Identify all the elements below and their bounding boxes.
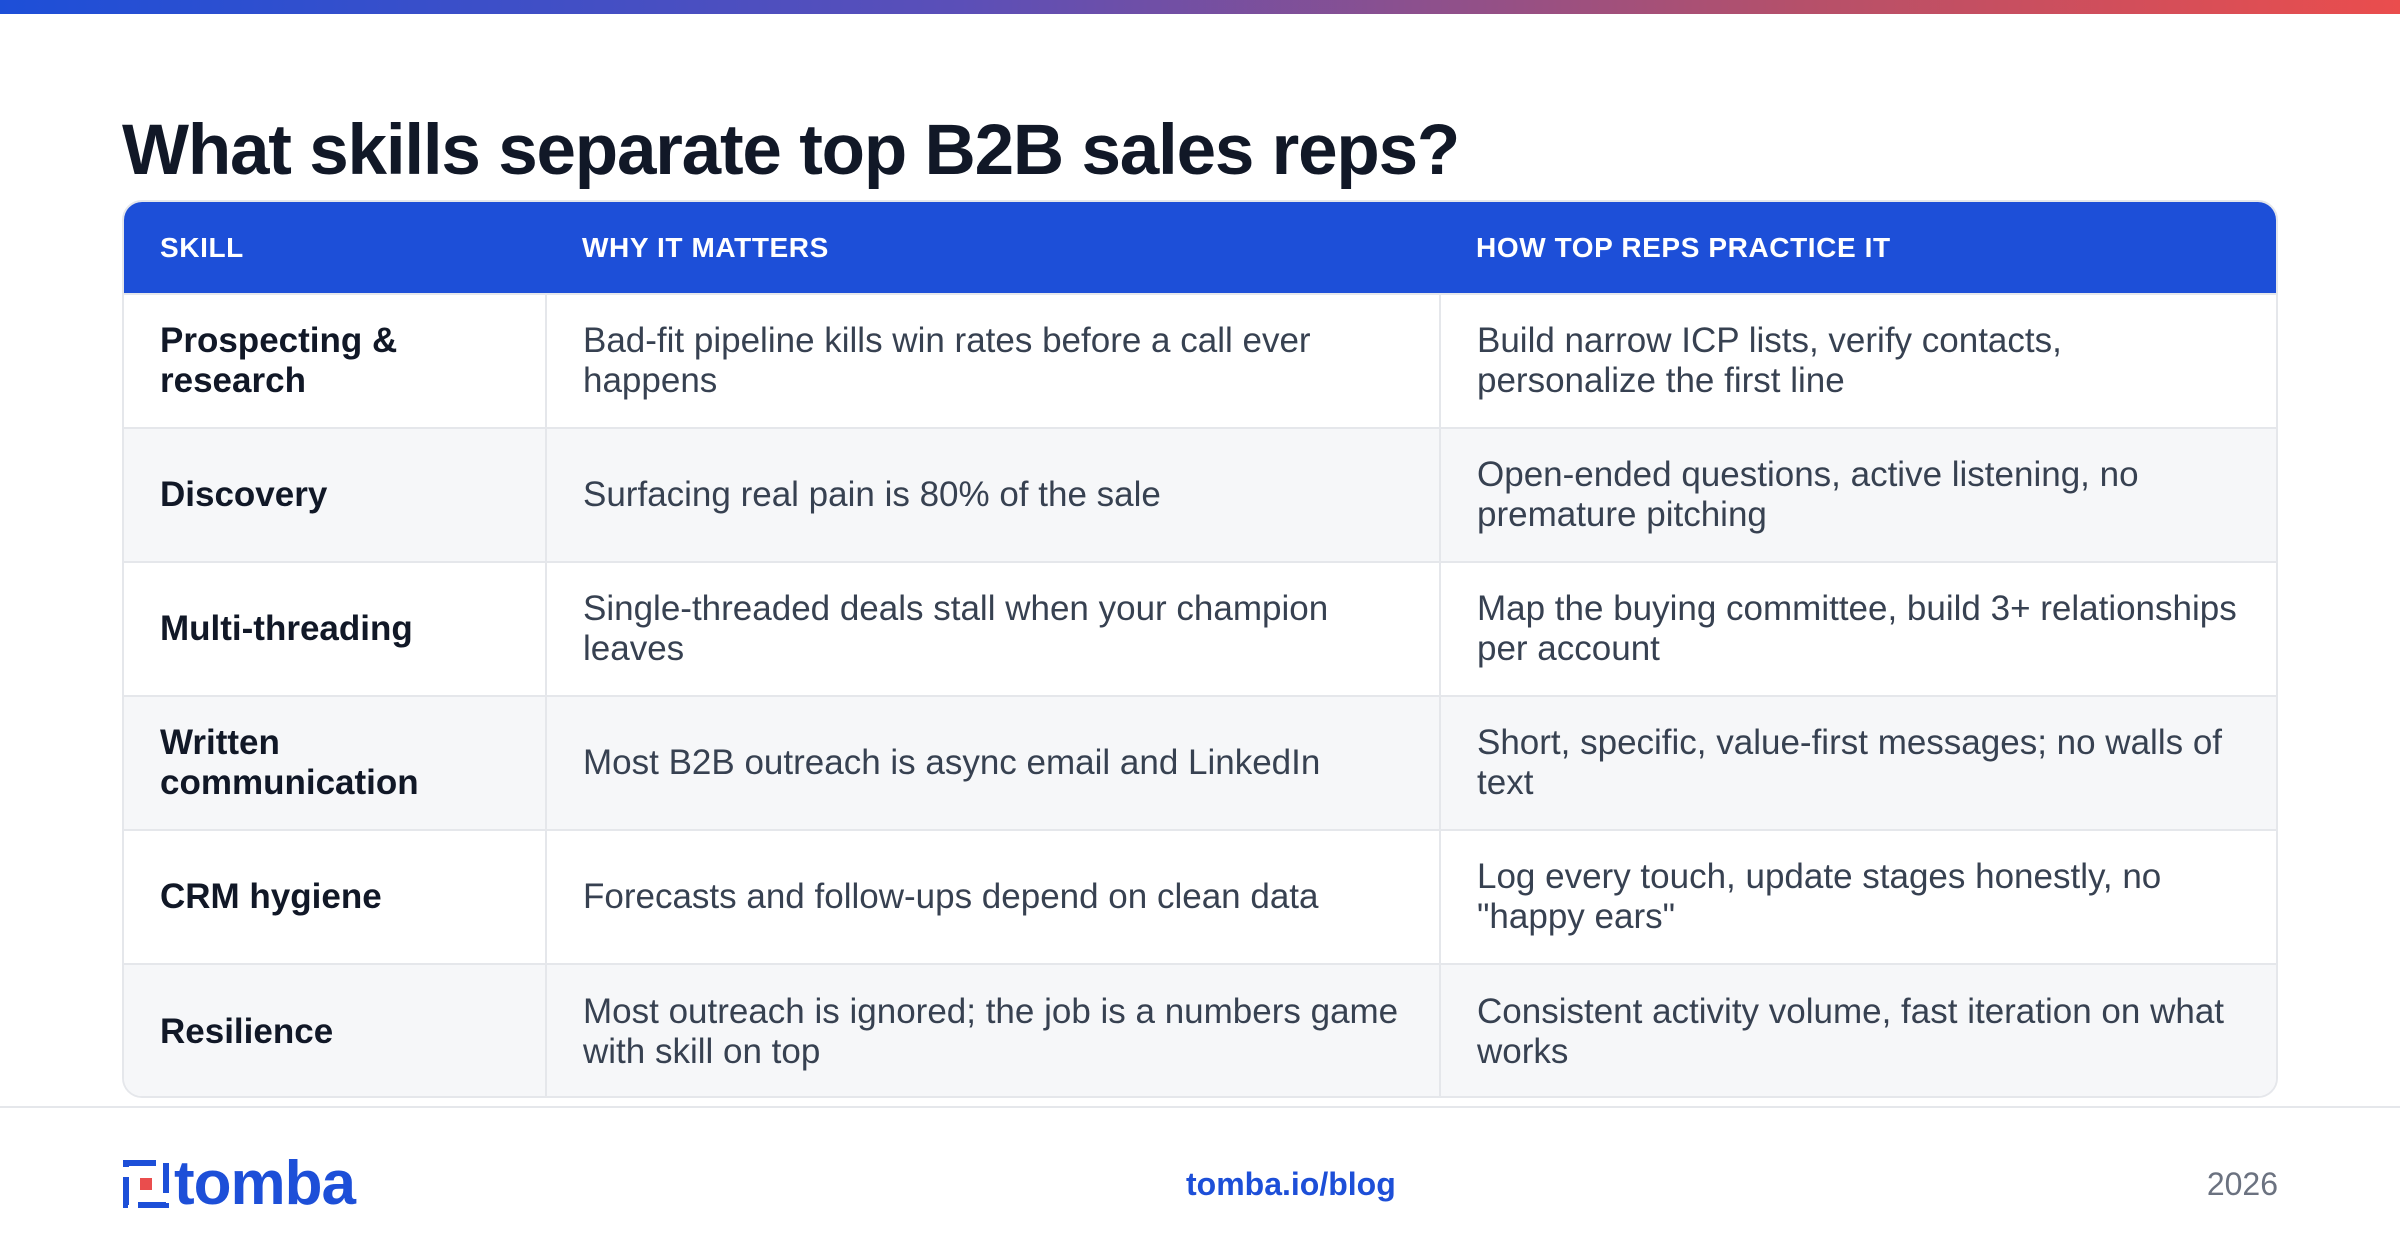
why-cell: Most outreach is ignored; the job is a n…	[545, 963, 1440, 1096]
skill-cell: Prospecting & research	[124, 293, 546, 428]
footer-year: 2026	[2206, 1166, 2278, 1202]
tomba-logo-icon	[123, 1160, 169, 1208]
logo-wordmark: tomba	[174, 1149, 356, 1218]
footer-divider	[0, 1106, 2400, 1108]
how-cell: Short, specific, value-first messages; n…	[1439, 695, 2276, 830]
column-header-skill: SKILL	[160, 231, 244, 263]
table-row: Discovery Surfacing real pain is 80% of …	[124, 427, 2276, 562]
skills-table: SKILL WHY IT MATTERS HOW TOP REPS PRACTI…	[122, 200, 2278, 1098]
skill-cell: Discovery	[124, 427, 546, 562]
how-cell: Consistent activity volume, fast iterati…	[1439, 963, 2276, 1096]
top-gradient-bar	[0, 0, 2400, 14]
why-cell: Most B2B outreach is async email and Lin…	[545, 695, 1440, 830]
tomba-logo[interactable]: tomba	[122, 1149, 356, 1218]
table-row: Multi-threading Single-threaded deals st…	[124, 561, 2276, 696]
why-cell: Bad-fit pipeline kills win rates before …	[545, 293, 1440, 428]
table-row: CRM hygiene Forecasts and follow-ups dep…	[124, 829, 2276, 964]
how-cell: Open-ended questions, active listening, …	[1439, 427, 2276, 562]
blog-link[interactable]: tomba.io/blog	[1186, 1166, 1396, 1202]
skill-cell: CRM hygiene	[124, 829, 546, 964]
table-row: Resilience Most outreach is ignored; the…	[124, 963, 2276, 1096]
skill-cell: Written communication	[124, 695, 546, 830]
table-row: Prospecting & research Bad-fit pipeline …	[124, 293, 2276, 428]
table-row: Written communication Most B2B outreach …	[124, 695, 2276, 830]
page-title: What skills separate top B2B sales reps?	[122, 111, 1460, 190]
how-cell: Build narrow ICP lists, verify contacts,…	[1439, 293, 2276, 428]
how-cell: Map the buying committee, build 3+ relat…	[1439, 561, 2276, 696]
skill-cell: Resilience	[124, 963, 546, 1096]
table-header-row: SKILL WHY IT MATTERS HOW TOP REPS PRACTI…	[124, 202, 2276, 294]
skill-cell: Multi-threading	[124, 561, 546, 696]
column-header-why: WHY IT MATTERS	[582, 231, 829, 263]
column-header-how: HOW TOP REPS PRACTICE IT	[1476, 231, 1891, 263]
why-cell: Forecasts and follow-ups depend on clean…	[545, 829, 1440, 964]
why-cell: Surfacing real pain is 80% of the sale	[545, 427, 1440, 562]
how-cell: Log every touch, update stages honestly,…	[1439, 829, 2276, 964]
why-cell: Single-threaded deals stall when your ch…	[545, 561, 1440, 696]
